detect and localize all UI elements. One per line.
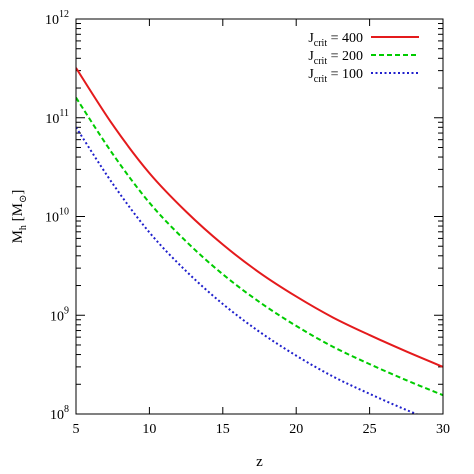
series-line-0	[76, 67, 443, 368]
x-tick-label: 10	[142, 422, 156, 437]
series-line-2	[76, 126, 419, 414]
y-tick-label: 1011	[45, 108, 69, 127]
x-tick-labels: 5 10 15 20 25 30	[73, 422, 451, 437]
x-tick-label: 25	[363, 422, 377, 437]
x-tick-label: 15	[216, 422, 230, 437]
legend-label-0: Jcrit = 400	[308, 31, 363, 49]
y-axis-label-unit-close: ]	[10, 190, 26, 195]
y-tick-label: 1010	[45, 207, 69, 226]
legend-label-1: Jcrit = 200	[308, 49, 363, 67]
y-axis-label-unit-symbol: ⊙	[18, 195, 29, 203]
y-tick-label: 109	[50, 305, 69, 324]
y-axis-label-sub: h	[18, 225, 29, 230]
series-layer	[76, 67, 443, 414]
plot-frame	[75, 18, 444, 415]
y-tick-labels: 108 109 1010 1011 1012	[45, 9, 69, 423]
y-axis-label-unit: [M	[10, 203, 26, 221]
legend-label-2: Jcrit = 100	[308, 67, 363, 85]
x-axis-label: z	[256, 454, 263, 470]
series-line-1	[76, 97, 443, 397]
x-tick-label: 30	[436, 422, 450, 437]
y-axis-label-main: M	[10, 230, 26, 243]
x-tick-label: 20	[289, 422, 303, 437]
x-tick-label: 5	[73, 422, 80, 437]
axis-ticks	[75, 18, 444, 415]
y-tick-label: 108	[50, 404, 69, 423]
y-tick-label: 1012	[45, 9, 69, 28]
y-axis-label: Mh [M⊙]	[10, 190, 29, 244]
